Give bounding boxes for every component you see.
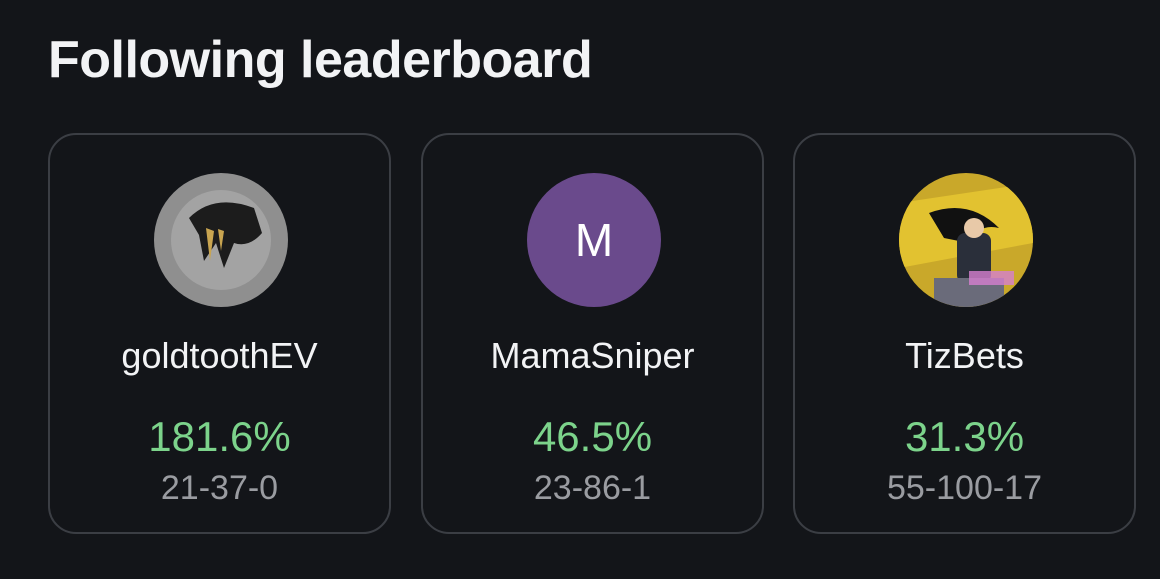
leader-card[interactable]: goldtoothEV 181.6% 21-37-0 (48, 133, 391, 534)
roi: 181.6% (148, 413, 291, 460)
record: 23-86-1 (533, 469, 652, 507)
section-title: Following leaderboard (48, 31, 593, 89)
record: 21-37-0 (160, 469, 279, 507)
roi: 46.5% (532, 413, 653, 460)
avatar-letter: M (574, 214, 614, 266)
avatar (154, 173, 288, 307)
leader-card[interactable]: TizBets 31.3% 55-100-17 (793, 133, 1136, 534)
user-name: MamaSniper (490, 335, 695, 376)
avatar: M (527, 173, 661, 307)
user-name: TizBets (905, 335, 1024, 376)
user-name: goldtoothEV (121, 335, 318, 376)
record: 55-100-17 (886, 469, 1042, 507)
leader-card[interactable]: M MamaSniper 46.5% 23-86-1 (421, 133, 764, 534)
avatar (899, 173, 1033, 307)
roi: 31.3% (904, 413, 1025, 460)
